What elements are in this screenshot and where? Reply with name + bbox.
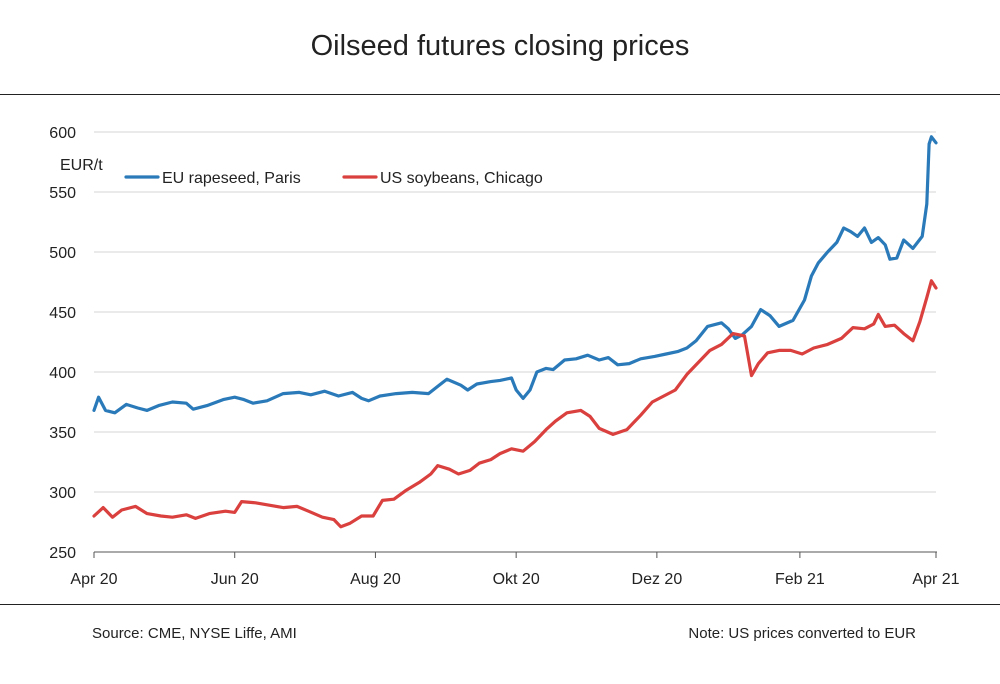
- y-tick-label: 600: [49, 125, 76, 142]
- axes: 600 550 500 450 400 350 300 250 Apr 20 Jun 20 Aug …: [49, 125, 959, 588]
- conversion-note: Note: US prices converted to EUR: [688, 625, 916, 642]
- x-tick-label: Aug 20: [350, 571, 401, 588]
- legend-label: EU rapeseed, Paris: [162, 170, 301, 187]
- gridlines: [94, 131, 936, 493]
- x-tick-label: Apr 20: [70, 571, 117, 588]
- y-tick-label: 500: [49, 245, 76, 262]
- legend-label: US soybeans, Chicago: [380, 170, 543, 187]
- legend: EU rapeseed, Paris US soybeans, Chicago: [124, 170, 543, 187]
- series-line-eu-rapeseed: [92, 135, 938, 415]
- y-axis-label: EUR/t: [60, 157, 103, 174]
- y-tick-label: 550: [49, 185, 76, 202]
- x-tick-label: Okt 20: [493, 571, 540, 588]
- y-tick-label: 350: [49, 425, 76, 442]
- y-tick-label: 450: [49, 305, 76, 322]
- series-lines: [92, 135, 938, 529]
- x-tick-label: Jun 20: [211, 571, 259, 588]
- chart-title: Oilseed futures closing prices: [310, 30, 690, 62]
- x-tick-label: Apr 21: [912, 571, 959, 588]
- series-line-us-soybeans: [92, 279, 938, 529]
- source-note: Source: CME, NYSE Liffe, AMI: [92, 625, 297, 642]
- y-tick-label: 250: [49, 545, 76, 562]
- x-tick-label: Feb 21: [775, 571, 825, 588]
- top-divider: [0, 94, 1000, 95]
- y-tick-label: 400: [49, 365, 76, 382]
- y-tick-label: 300: [49, 485, 76, 502]
- x-tick-label: Dez 20: [632, 571, 683, 588]
- bottom-divider: [0, 604, 1000, 605]
